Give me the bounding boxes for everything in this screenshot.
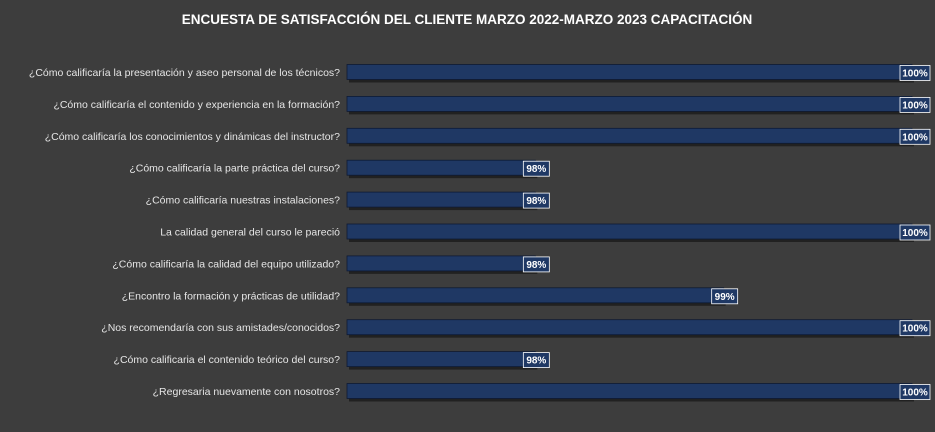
data-label-box <box>899 384 931 400</box>
data-label-box <box>522 160 550 177</box>
bar-row: ¿Cómo calificaría el contenido y experie… <box>53 96 931 115</box>
category-label: La calidad general del curso le pareció <box>160 227 340 239</box>
bar-row: La calidad general del curso le pareció 1… <box>160 223 931 242</box>
bar-row: ¿Cómo calificaria el contenido teórico d… <box>114 351 550 370</box>
bar <box>346 223 913 240</box>
category-label: ¿Cómo calificaría la parte práctica del … <box>129 163 340 175</box>
data-label: 98% <box>526 164 546 175</box>
category-label: ¿Cómo calificaría la presentación y aseo… <box>29 67 340 79</box>
bar <box>346 351 536 368</box>
bar-row: ¿Cómo calificaría nuestras instalaciones… <box>146 191 550 211</box>
bar-row: ¿Cómo calificaría la presentación y aseo… <box>29 64 931 83</box>
data-label: 98% <box>526 260 546 271</box>
data-label: 100% <box>902 228 928 239</box>
category-label: ¿Cómo calificaría el contenido y experie… <box>53 99 340 111</box>
data-label-box <box>711 288 739 305</box>
category-label: ¿Cómo calificaría los conocimientos y di… <box>45 131 340 143</box>
data-label: 100% <box>902 388 928 399</box>
data-label-box <box>899 320 931 337</box>
bar <box>346 64 913 80</box>
bar-row: ¿Cómo calificaría los conocimientos y di… <box>45 127 931 147</box>
category-label: ¿Cómo calificaría nuestras instalaciones… <box>146 195 340 207</box>
bar-row: ¿Regresaria nuevamente con nosotros? 100% <box>153 383 931 402</box>
bar-row: ¿Cómo calificaría la calidad del equipo … <box>112 255 550 274</box>
data-label: 100% <box>902 69 928 80</box>
bar-row: ¿Cómo calificaría la parte práctica del … <box>129 159 550 179</box>
data-label-box <box>899 97 931 113</box>
data-label: 98% <box>526 356 546 367</box>
bar-row: ¿Encontro la formación y prácticas de ut… <box>122 287 739 306</box>
category-label: ¿Regresaria nuevamente con nosotros? <box>153 386 341 398</box>
category-label: ¿Nos recomendaría con sus amistades/cono… <box>101 322 340 334</box>
chart-title: ENCUESTA DE SATISFACCIÓN DEL CLIENTE MAR… <box>182 12 753 27</box>
category-label: ¿Cómo calificaría la calidad del equipo … <box>112 258 340 270</box>
data-label: 100% <box>902 100 928 111</box>
bar <box>346 383 913 399</box>
data-label: 98% <box>526 196 546 207</box>
bars-layer: ¿Cómo calificaría la presentación y aseo… <box>29 64 931 402</box>
bar <box>346 319 913 336</box>
bar <box>346 287 725 304</box>
data-label-box <box>522 352 550 369</box>
bar <box>346 96 913 112</box>
data-label: 100% <box>902 132 928 143</box>
data-label-box <box>899 224 931 241</box>
data-label: 99% <box>715 292 735 303</box>
bar <box>346 255 536 272</box>
data-label-box <box>522 256 550 273</box>
data-label-box <box>899 128 931 145</box>
data-label: 100% <box>902 324 928 335</box>
bar <box>346 191 536 208</box>
category-label: ¿Encontro la formación y prácticas de ut… <box>122 290 340 302</box>
category-label: ¿Cómo calificaria el contenido teórico d… <box>114 354 341 366</box>
bar-row: ¿Nos recomendaría con sus amistades/cono… <box>101 319 931 338</box>
data-label-box <box>522 192 550 209</box>
data-label-box <box>899 65 931 81</box>
bar <box>346 159 536 176</box>
bar <box>346 127 913 144</box>
